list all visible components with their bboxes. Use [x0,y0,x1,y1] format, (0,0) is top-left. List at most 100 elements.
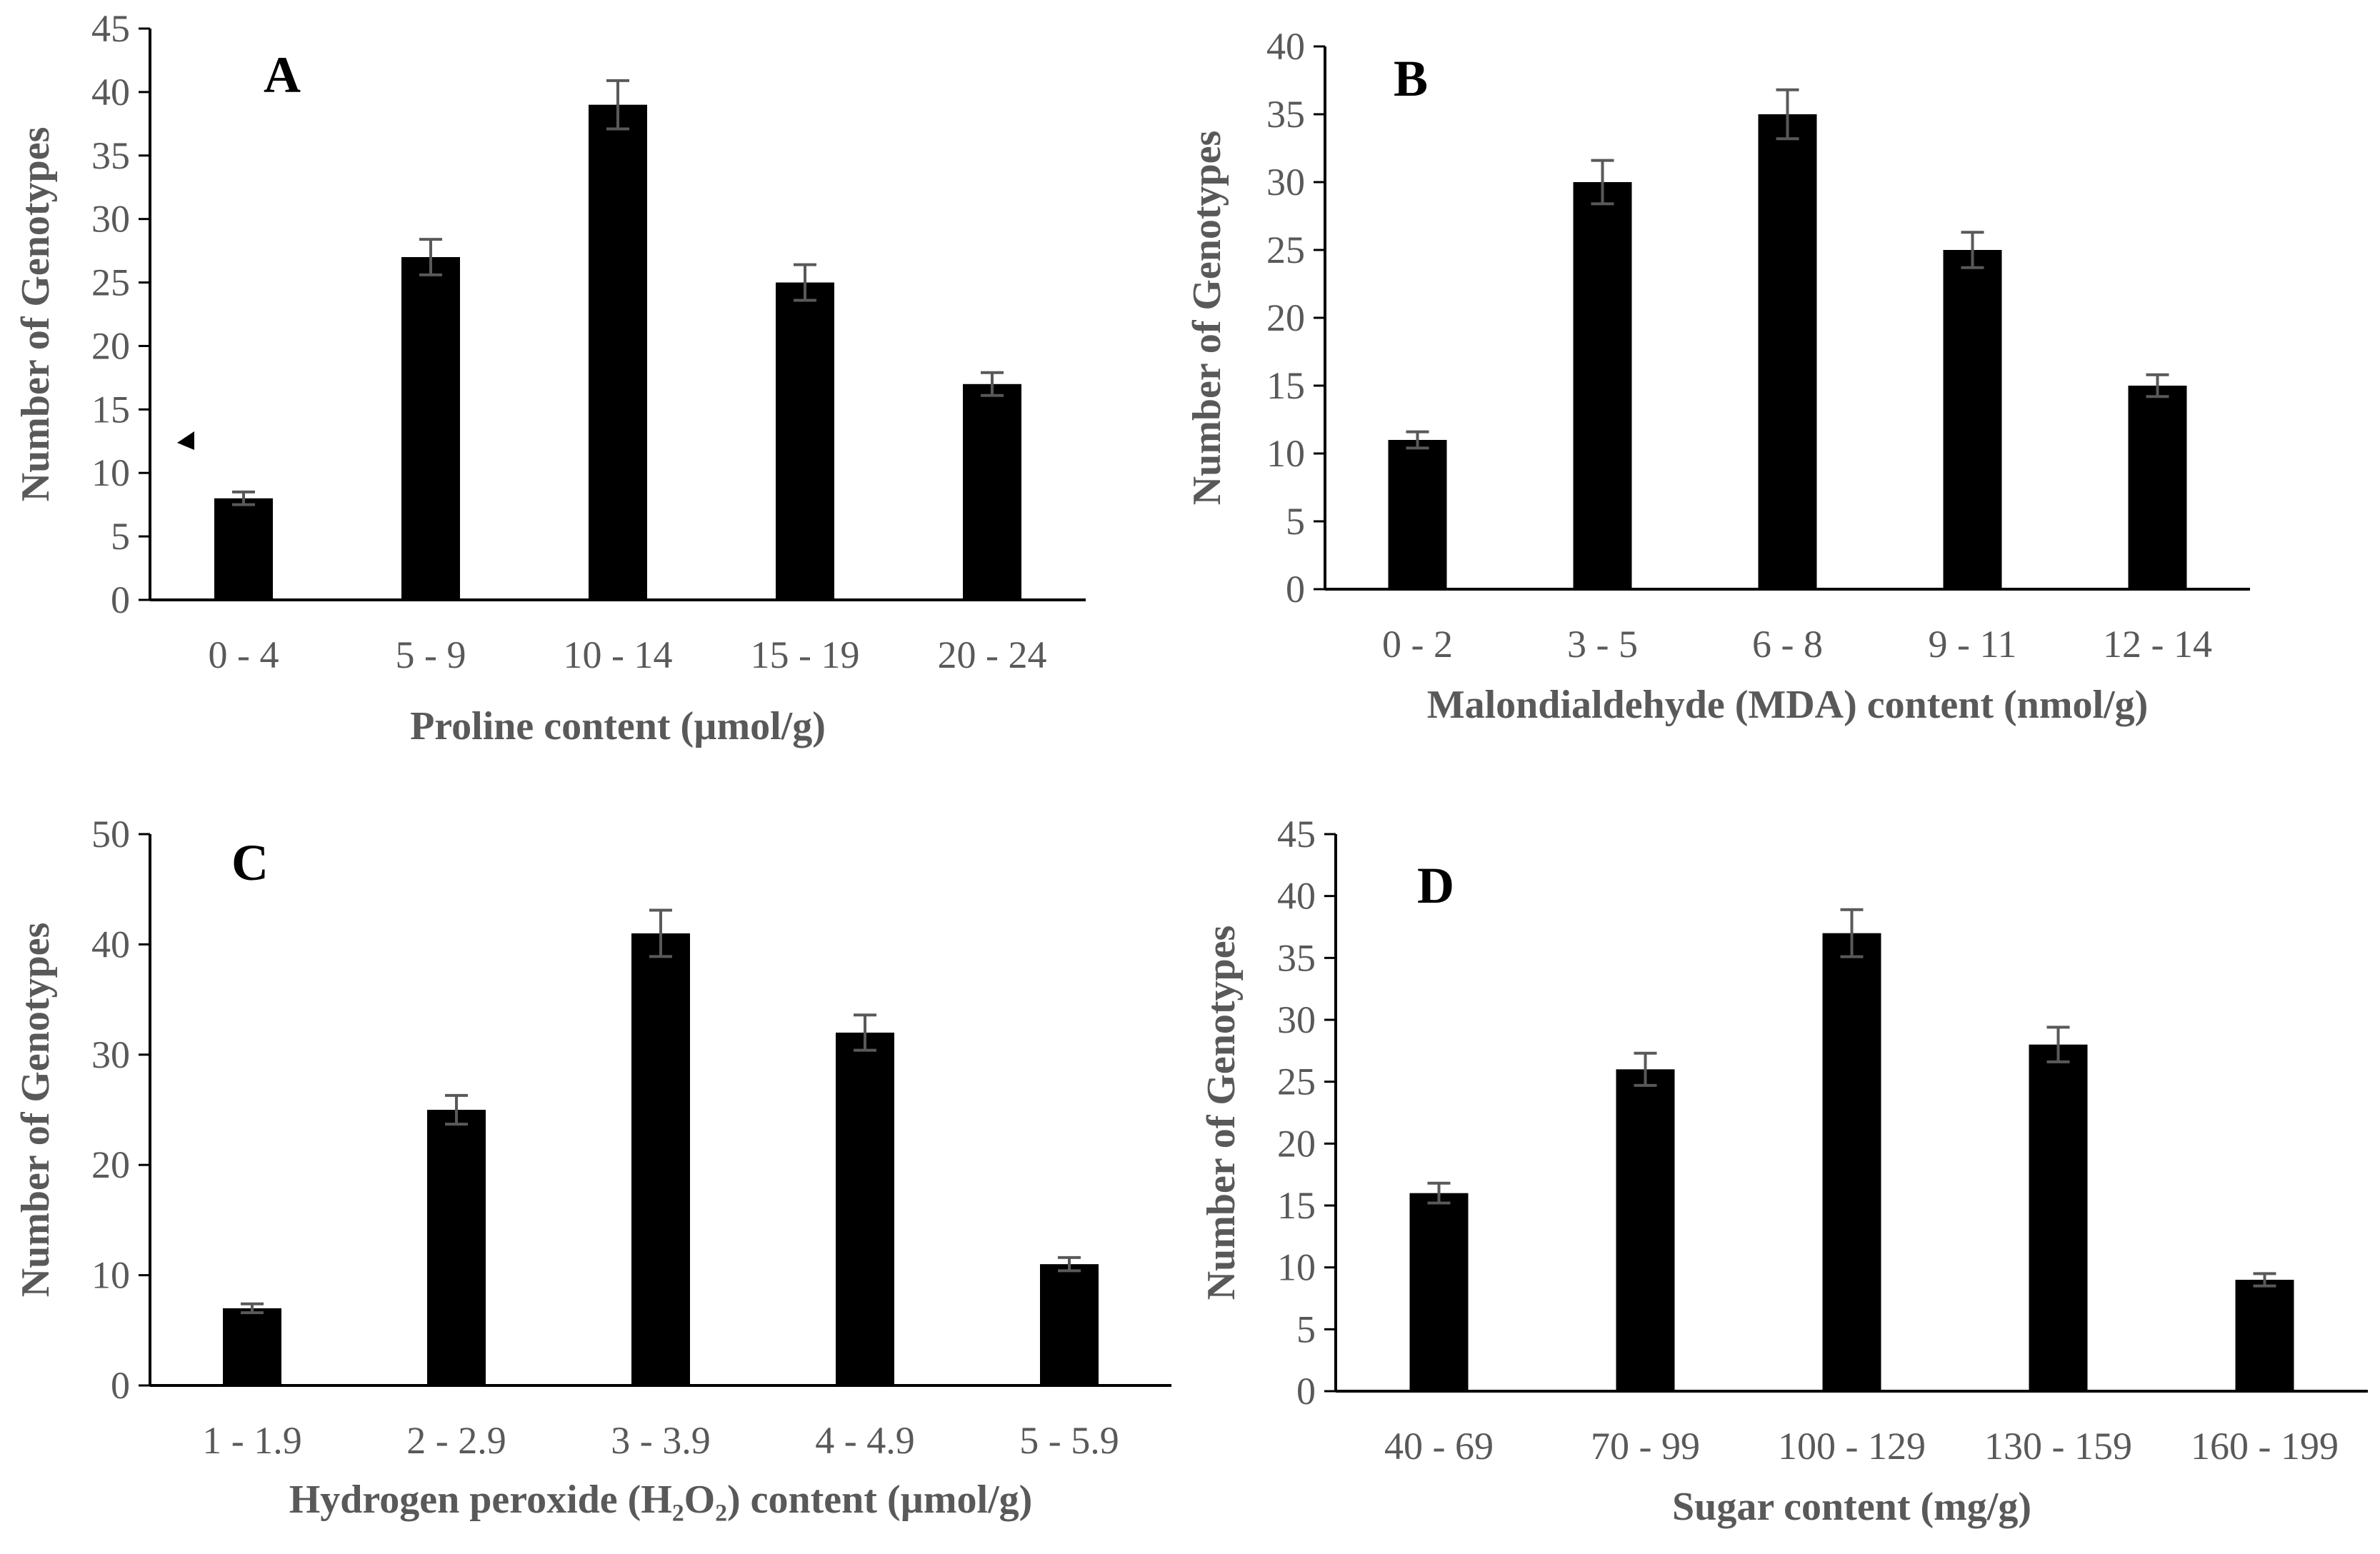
chart-panel-d: 0 5 10 15 20 25 30 35 40 45 40 - 69 70 - 99 100 - 1… [1199,813,2368,1529]
x-tick-label-b-3: 6 - 8 [1752,623,1823,666]
bar-d-4 [2029,1044,2088,1391]
bar-b-2 [1573,182,1632,589]
x-tick-label-a-1: 0 - 4 [209,633,279,676]
bar-c-2 [427,1110,486,1385]
x-axis-label-d: Sugar content (mg/g) [1672,1485,2031,1529]
y-axis-label-b: Number of Genotypes [1185,131,1229,506]
bar-c-5 [1040,1264,1099,1385]
bars-b [1388,88,2187,589]
bar-c-3 [631,933,690,1385]
y-tick-label-b: 0 [1286,568,1305,611]
x-ticks-b: 0 - 2 3 - 5 6 - 8 9 - 11 12 - 14 [1382,623,2212,666]
y-tick-label-c: 0 [111,1364,130,1407]
y-tick-label-a: 45 [91,7,130,50]
x-tick-label-b-5: 12 - 14 [2103,623,2212,666]
x-tick-label-a-5: 20 - 24 [938,633,1047,676]
y-tick-label-d: 25 [1277,1061,1316,1103]
bar-d-2 [1616,1069,1675,1391]
y-ticks-c: 0 10 20 30 40 50 [91,813,150,1407]
x-axis-label-c: Hydrogen peroxide (H₂O₂) content (µmol/g… [289,1478,1033,1522]
x-tick-label-c-5: 5 - 5.9 [1019,1419,1119,1462]
x-tick-label-b-2: 3 - 5 [1567,623,1638,666]
x-tick-label-d-4: 130 - 159 [1984,1425,2132,1468]
bar-d-5 [2235,1280,2294,1391]
y-tick-label-a: 30 [91,198,130,241]
x-axis-label-a: Proline content (µmol/g) [410,704,826,748]
y-axis-label-c: Number of Genotypes [14,923,58,1298]
y-tick-label-a: 25 [91,261,130,304]
bar-b-1 [1388,440,1447,589]
x-tick-label-b-4: 9 - 11 [1929,623,2017,666]
y-tick-label-d: 15 [1277,1184,1316,1227]
x-ticks-c: 1 - 1.9 2 - 2.9 3 - 3.9 4 - 4.9 5 - 5.9 [202,1419,1119,1462]
bars-d [1409,908,2294,1391]
panel-label-b: B [1394,50,1428,107]
y-tick-label-a: 20 [91,324,130,367]
y-axis-label-a: Number of Genotypes [14,127,58,502]
y-tick-label-b: 40 [1266,25,1305,68]
y-tick-label-d: 45 [1277,813,1316,856]
bar-b-5 [2128,386,2187,589]
y-ticks-b: 0 5 10 15 20 25 30 35 40 [1266,25,1325,611]
x-ticks-d: 40 - 69 70 - 99 100 - 129 130 - 159 160 - 19… [1384,1425,2339,1468]
x-tick-label-d-5: 160 - 199 [2191,1425,2339,1468]
y-tick-label-d: 40 [1277,875,1316,918]
y-tick-label-b: 15 [1266,364,1305,407]
y-tick-label-d: 0 [1296,1370,1316,1413]
bar-d-1 [1409,1193,1469,1391]
bars-c [223,908,1099,1385]
y-tick-label-d: 10 [1277,1246,1316,1289]
y-tick-label-d: 35 [1277,936,1316,979]
y-tick-label-d: 20 [1277,1122,1316,1165]
bar-c-4 [836,1032,894,1385]
panel-label-a: A [264,46,301,104]
y-tick-label-c: 10 [91,1254,130,1297]
chart-panel-c: 0 10 20 30 40 50 1 - 1.9 2 - 2.9 3 - 3.9 4 - 4.9… [14,813,1171,1522]
x-tick-label-b-1: 0 - 2 [1382,623,1453,666]
y-tick-label-a: 40 [91,71,130,114]
bar-a-4 [776,282,834,600]
y-tick-label-a: 0 [111,578,130,621]
y-axis-label-d: Number of Genotypes [1199,926,1244,1300]
bar-a-5 [963,384,1021,600]
y-tick-label-c: 20 [91,1143,130,1186]
chart-panel-a: 0 5 10 15 20 25 30 35 40 45 0 - 4 5 - 9 10 - 14 15 -… [14,7,1086,748]
y-ticks-a: 0 5 10 15 20 25 30 35 40 45 [91,7,150,621]
panel-label-d: D [1417,857,1454,914]
y-tick-label-b: 35 [1266,93,1305,136]
bar-a-3 [589,104,647,600]
x-tick-label-c-3: 3 - 3.9 [611,1419,710,1462]
y-tick-label-b: 10 [1266,432,1305,475]
y-tick-label-a: 15 [91,388,130,431]
x-tick-label-c-2: 2 - 2.9 [406,1419,506,1462]
bars-a [214,79,1021,600]
x-tick-label-a-2: 5 - 9 [396,633,466,676]
x-tick-label-c-1: 1 - 1.9 [202,1419,301,1462]
y-tick-label-b: 25 [1266,229,1305,271]
chart-panel-b: 0 5 10 15 20 25 30 35 40 0 - 2 3 - 5 6 - 8 9 - 11 12… [1185,25,2250,727]
y-ticks-d: 0 5 10 15 20 25 30 35 40 45 [1277,813,1336,1413]
y-tick-label-a: 5 [111,515,130,558]
y-tick-label-c: 50 [91,813,130,856]
bar-b-3 [1758,114,1817,589]
x-tick-label-a-4: 15 - 19 [751,633,860,676]
y-tick-label-c: 30 [91,1033,130,1076]
x-axis-label-b: Malondialdehyde (MDA) content (nmol/g) [1427,683,2149,727]
y-tick-label-d: 30 [1277,998,1316,1041]
y-tick-label-c: 40 [91,923,130,966]
y-tick-label-b: 20 [1266,296,1305,339]
bar-d-3 [1822,933,1881,1391]
y-tick-label-a: 10 [91,451,130,494]
x-tick-label-d-3: 100 - 129 [1778,1425,1926,1468]
panel-label-c: C [231,834,269,891]
y-tick-label-b: 5 [1286,500,1305,543]
x-tick-label-c-4: 4 - 4.9 [815,1419,914,1462]
bar-b-4 [1943,250,2002,589]
x-tick-label-d-1: 40 - 69 [1384,1425,1494,1468]
y-tick-label-b: 30 [1266,161,1305,204]
bar-c-1 [223,1308,281,1385]
x-tick-label-d-2: 70 - 99 [1591,1425,1700,1468]
x-tick-label-a-3: 10 - 14 [564,633,673,676]
bar-a-1 [214,498,273,600]
